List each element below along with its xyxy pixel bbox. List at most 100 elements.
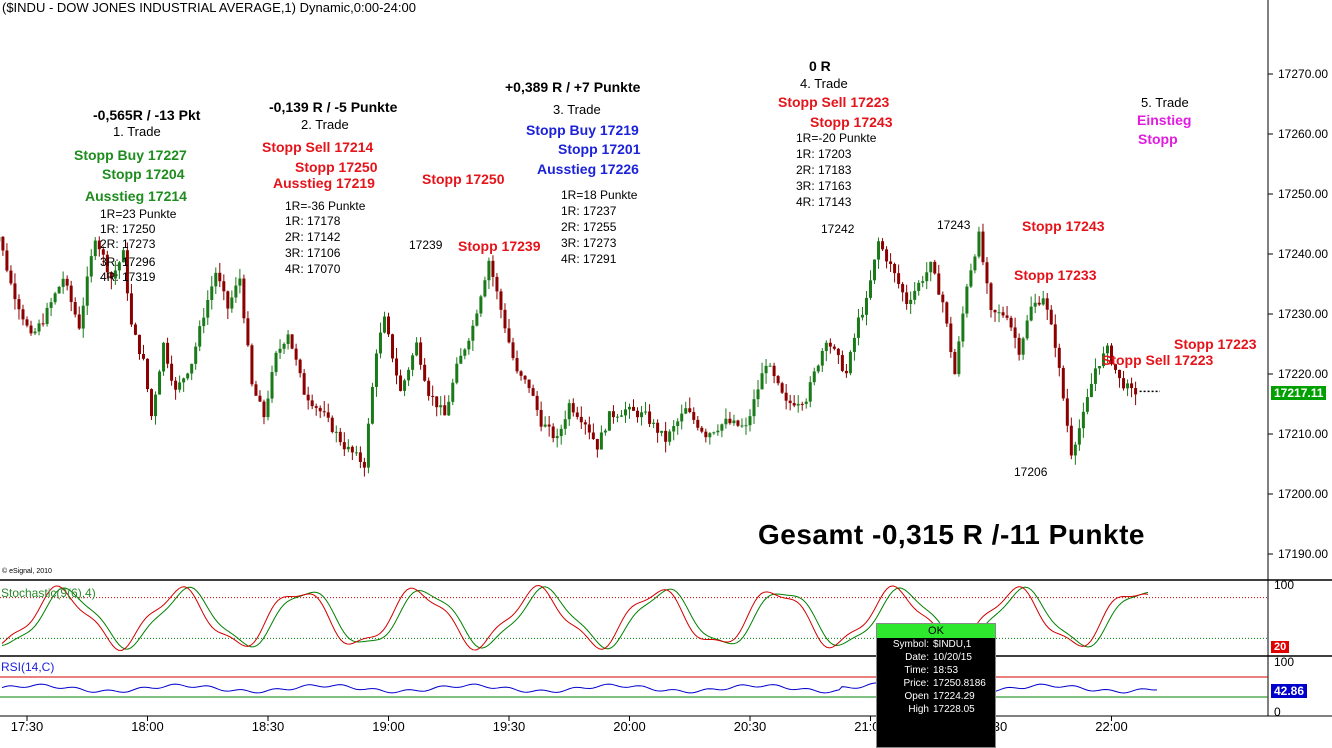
candle-body <box>865 298 868 315</box>
candle-body <box>749 416 752 425</box>
trade5-einstieg: Einstieg <box>1137 112 1191 128</box>
candle-body <box>363 462 366 468</box>
candle-body <box>279 349 282 353</box>
trade3-r1: 1R: 17237 <box>561 204 616 218</box>
candle-body <box>913 291 916 300</box>
candle-body <box>455 364 458 383</box>
candle-body <box>977 232 980 257</box>
trade4-stopp-sell: Stopp Sell 17223 <box>778 94 889 110</box>
candle-body <box>258 396 261 402</box>
candle-body <box>1030 307 1033 321</box>
candle-body <box>604 431 607 433</box>
tooltip-ok-button[interactable]: OK <box>877 624 995 638</box>
candle-body <box>688 408 691 412</box>
candle-body <box>427 381 430 396</box>
candle-body <box>347 447 350 449</box>
candle-body <box>1086 397 1089 412</box>
candle-body <box>877 241 880 259</box>
candle-body <box>556 436 559 438</box>
trade2-r: 1R=-36 Punkte <box>285 199 365 213</box>
candle-body <box>885 249 888 261</box>
candle-body <box>652 423 655 424</box>
trade2-r2: 2R: 17142 <box>285 230 340 244</box>
candle-body <box>873 260 876 281</box>
candle-body <box>528 380 531 389</box>
candle-body <box>94 241 97 257</box>
candle-body <box>391 334 394 358</box>
trade3-result: +0,389 R / +7 Punkte <box>505 79 640 95</box>
trade1-r1: 1R: 17250 <box>100 222 155 236</box>
candle-body <box>479 296 482 313</box>
candle-body <box>773 366 776 376</box>
price-tick-label: 17200.00 <box>1278 487 1328 501</box>
candle-body <box>158 371 161 394</box>
time-tick-label: 19:30 <box>493 719 526 734</box>
candle-body <box>42 323 45 324</box>
trade1-ausstieg: Ausstieg 17214 <box>85 188 187 204</box>
trade4-result: 0 R <box>809 58 831 74</box>
candle-body <box>712 432 715 433</box>
candle-body <box>937 273 940 294</box>
candle-body <box>732 420 735 423</box>
candle-body <box>150 389 153 416</box>
rsi-tick-label: 0 <box>1274 705 1281 719</box>
candle-body <box>552 427 555 439</box>
trade2-ausstieg: Ausstieg 17219 <box>273 175 375 191</box>
stopp-17233-label: Stopp 17233 <box>1014 267 1096 283</box>
trade2-stopp: Stopp 17250 <box>295 159 377 175</box>
candle-body <box>170 364 173 381</box>
tooltip-row: Date:10/20/15 <box>877 651 995 664</box>
candle-body <box>624 409 627 415</box>
candle-body <box>616 417 619 418</box>
candle-body <box>576 412 579 417</box>
candle-body <box>130 293 133 324</box>
candle-body <box>961 314 964 342</box>
tooltip-row: Time:18:53 <box>877 664 995 677</box>
candle-body <box>447 402 450 416</box>
time-tick-label: 20:00 <box>613 719 646 734</box>
candle-body <box>532 388 535 396</box>
candle-body <box>821 351 824 366</box>
price-tick-label: 17210.00 <box>1278 427 1328 441</box>
trade1-stopp-buy: Stopp Buy 17227 <box>74 147 187 163</box>
candle-body <box>889 261 892 264</box>
candle-body <box>1066 398 1069 425</box>
candle-body <box>242 279 245 319</box>
candle-body <box>34 332 37 334</box>
candle-body <box>941 295 944 303</box>
candle-body <box>1126 383 1129 388</box>
candle-body <box>905 292 908 304</box>
stochastic-label: Stochastic(9(6),4) <box>1 586 96 600</box>
candle-body <box>789 401 792 403</box>
candle-body <box>809 382 812 402</box>
candle-body <box>1078 428 1081 444</box>
price-tick-label: 17240.00 <box>1278 247 1328 261</box>
data-tooltip: OK Symbol:$INDU,1 Date:10/20/15 Time:18:… <box>876 623 996 748</box>
candle-body <box>202 318 205 326</box>
candle-body <box>90 256 93 276</box>
trade2-result: -0,139 R / -5 Punkte <box>269 99 397 115</box>
candle-body <box>596 439 599 450</box>
candle-body <box>568 403 571 419</box>
stoch-tick-label: 100 <box>1274 578 1294 592</box>
candle-body <box>1058 348 1061 368</box>
trade2-stopp-sell: Stopp Sell 17214 <box>262 139 373 155</box>
trade4-name: 4. Trade <box>800 76 848 91</box>
candle-body <box>548 425 551 427</box>
candle-body <box>275 353 278 372</box>
candle-body <box>692 412 695 420</box>
candle-body <box>271 372 274 398</box>
candle-body <box>146 359 149 389</box>
trade3-r4: 4R: 17291 <box>561 252 616 266</box>
candle-body <box>744 425 747 426</box>
candle-body <box>1054 324 1057 347</box>
candle-body <box>423 365 426 381</box>
candle-body <box>560 429 563 436</box>
candle-body <box>644 412 647 413</box>
candle-body <box>62 279 65 287</box>
candle-body <box>572 403 575 412</box>
candle-body <box>853 338 856 352</box>
candle-body <box>1006 315 1009 317</box>
candle-body <box>475 313 478 325</box>
